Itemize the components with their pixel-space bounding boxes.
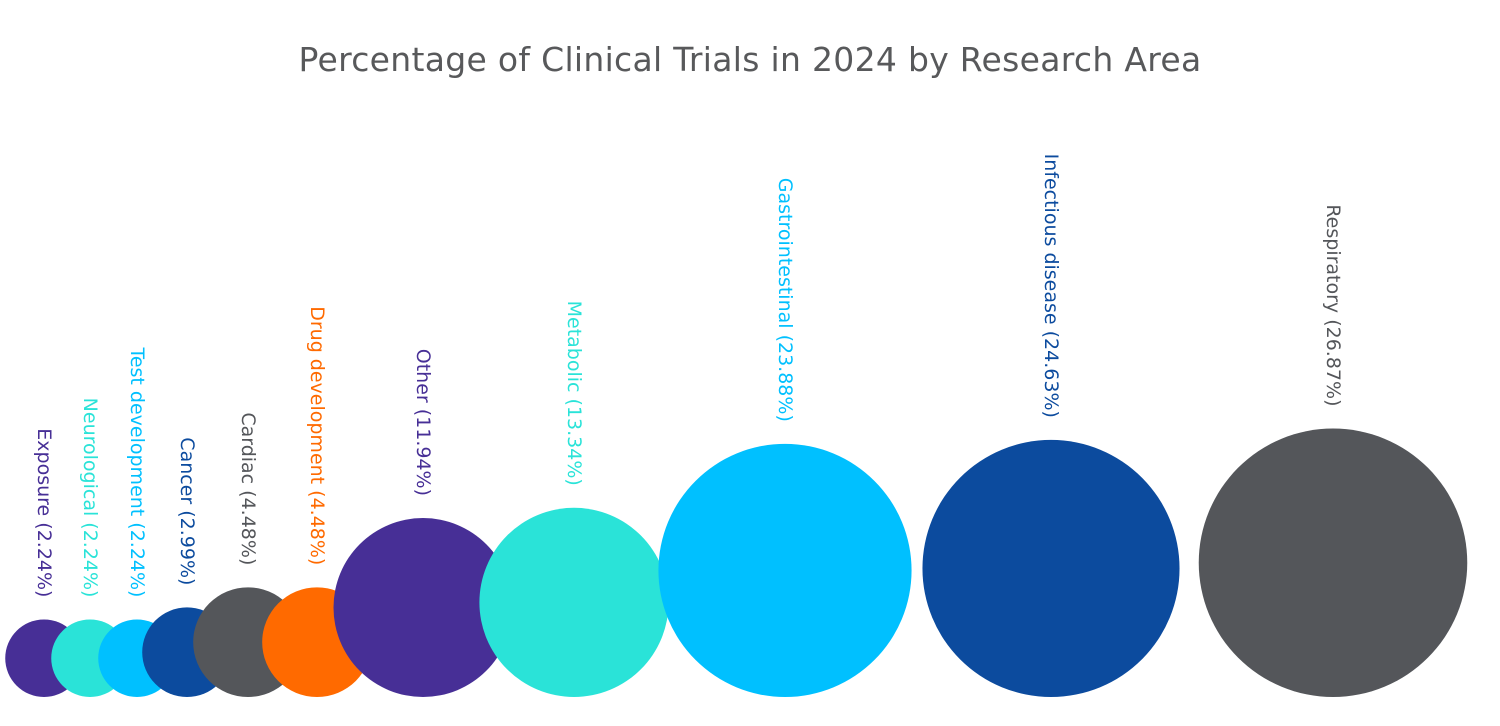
bubble-label-infectious-disease: Infectious disease (24.63%) [1040,154,1062,418]
chart-title: Percentage of Clinical Trials in 2024 by… [298,40,1202,79]
bubble-label-other: Other (11.94%) [412,349,434,496]
bubble-label-gastrointestinal: Gastrointestinal (23.88%) [774,178,796,422]
bubble-respiratory [1198,428,1468,697]
bubble-label-respiratory: Respiratory (26.87%) [1322,204,1344,406]
bubble-label-exposure: Exposure (2.24%) [33,428,55,597]
bubble-infectious-disease [922,439,1180,697]
bubble-label-neurological: Neurological (2.24%) [79,398,101,598]
bubble-label-metabolic: Metabolic (13.34%) [563,301,585,486]
bubble-label-cancer: Cancer (2.99%) [176,437,198,585]
bubble-label-drug-development: Drug development (4.48%) [306,306,328,565]
bubble-other [333,518,513,697]
bubble-label-cardiac: Cardiac (4.48%) [237,412,259,565]
bubble-gastrointestinal [658,443,912,697]
bubble-label-test-development: Test development (2.24%) [126,346,148,597]
bubble-metabolic [479,507,669,697]
